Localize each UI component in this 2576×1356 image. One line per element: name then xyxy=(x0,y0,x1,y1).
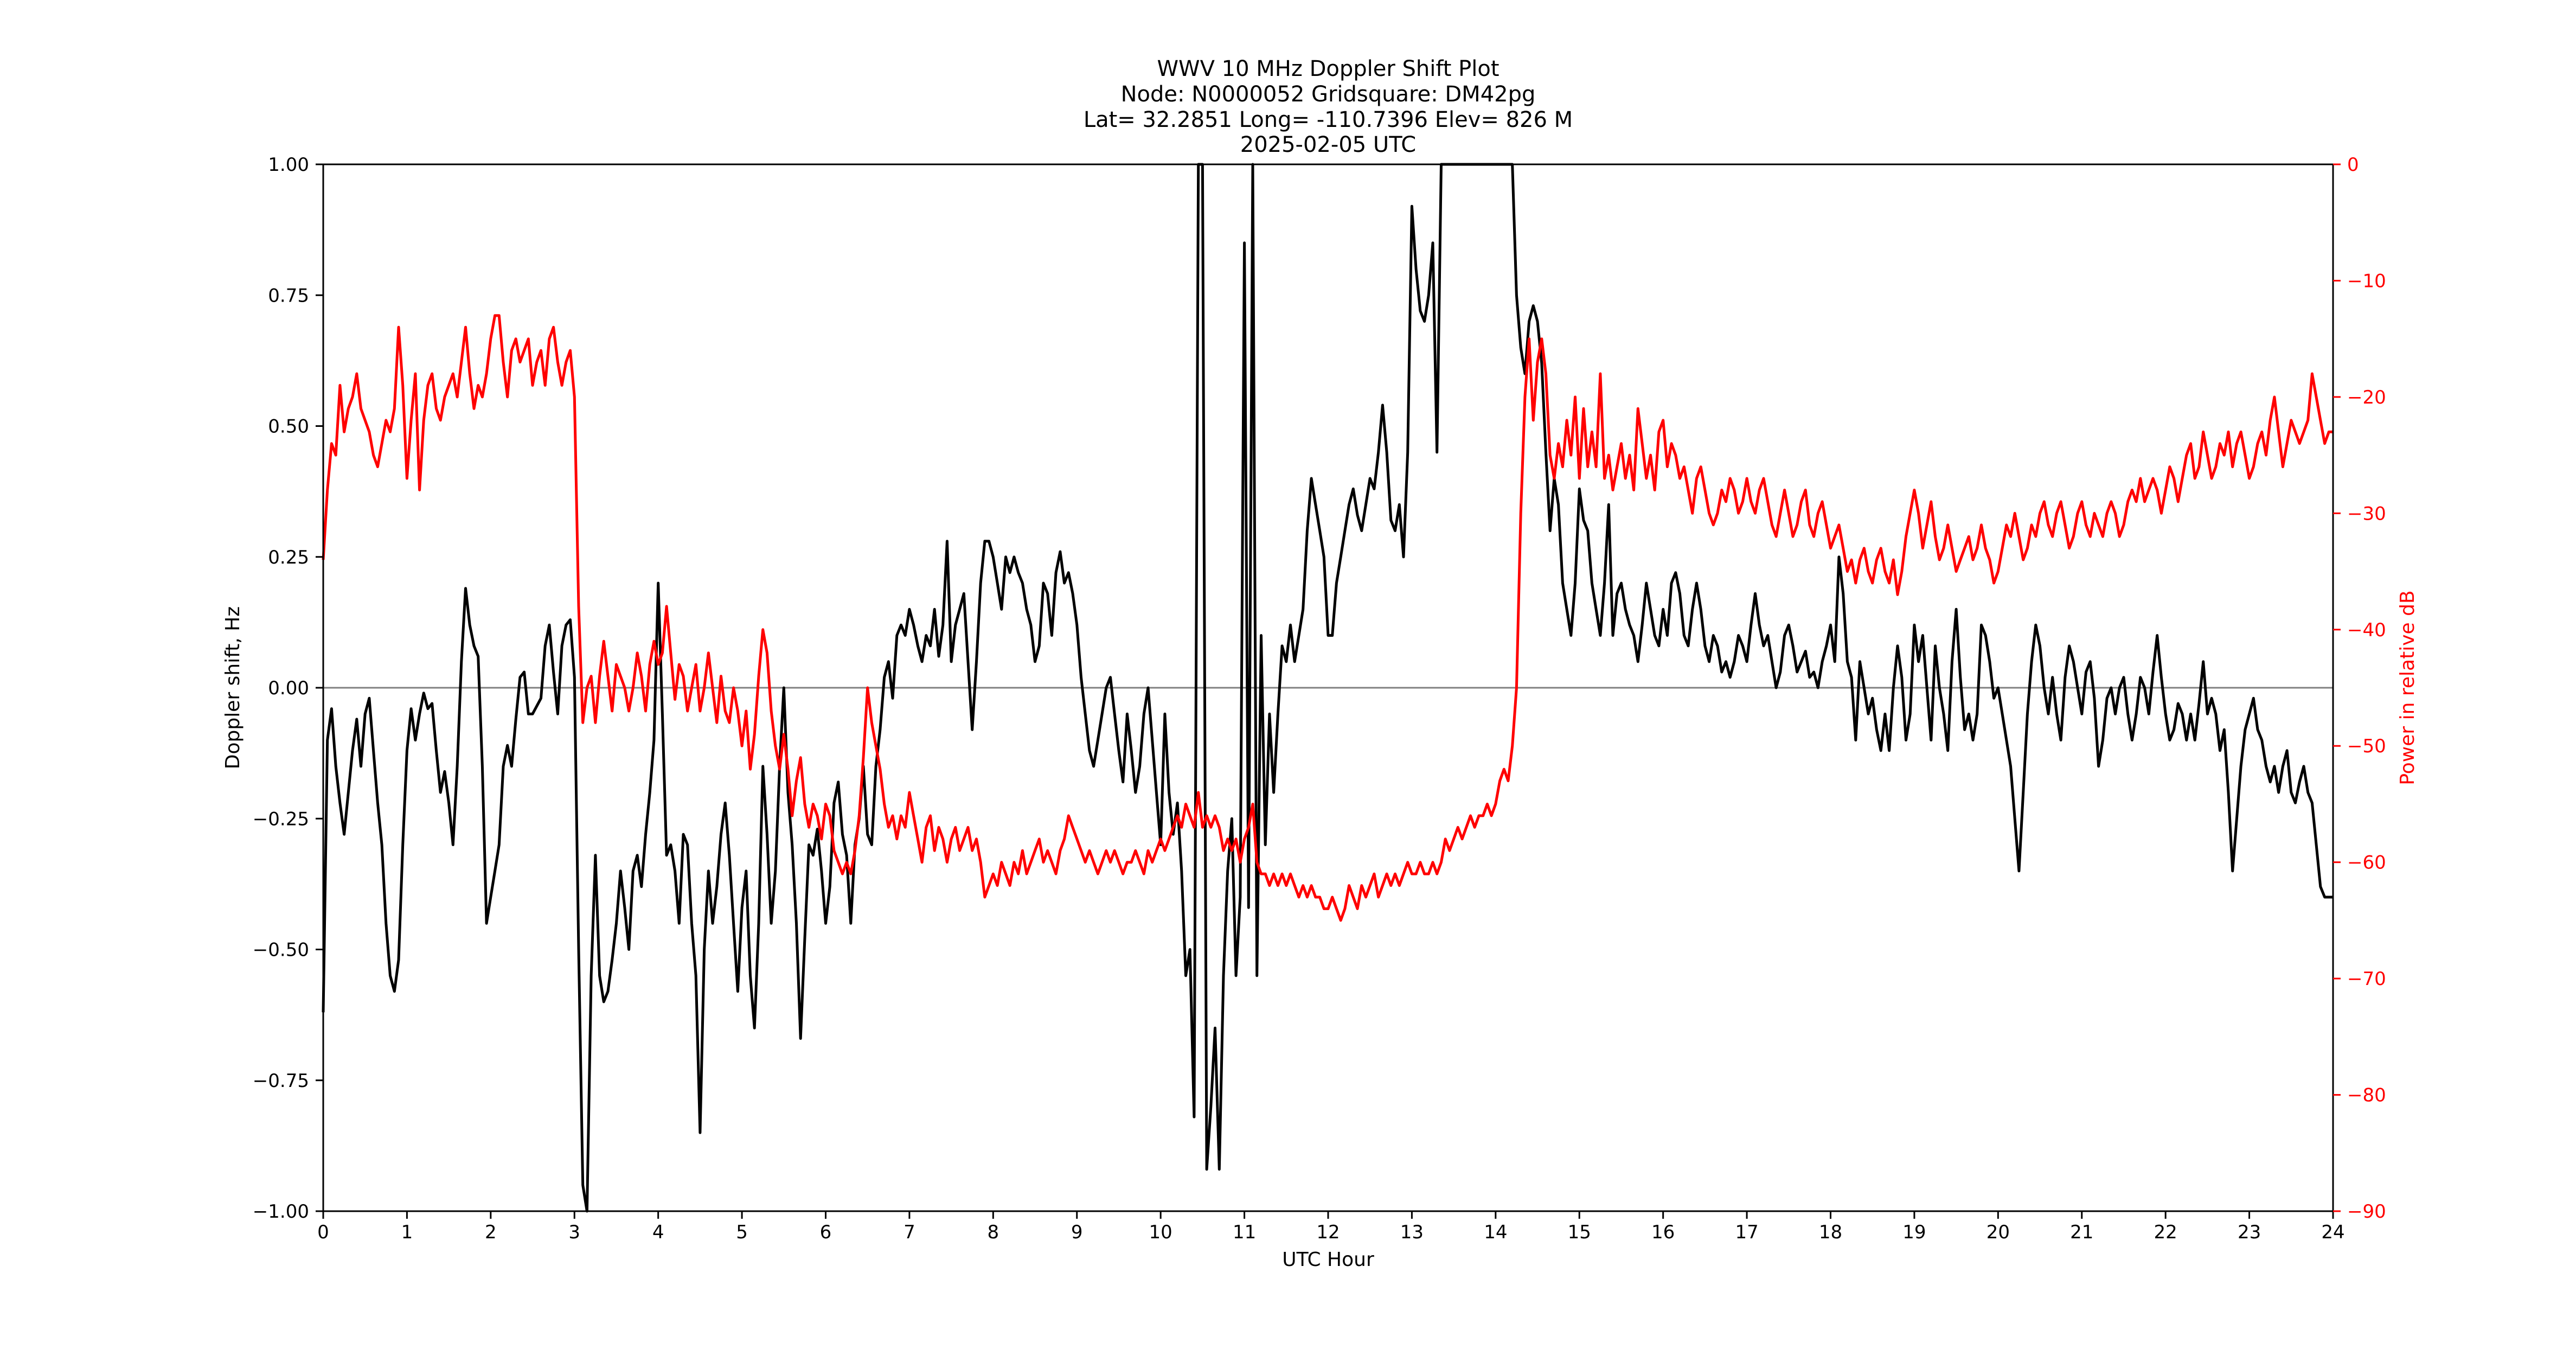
chart-title: WWV 10 MHz Doppler Shift Plot Node: N000… xyxy=(1084,56,1573,157)
chart-title-line-4: 2025-02-05 UTC xyxy=(1240,132,1416,157)
x-tick-label: 15 xyxy=(1568,1221,1591,1243)
x-tick-label: 20 xyxy=(1987,1221,2010,1243)
y-left-tick-label: −0.25 xyxy=(253,808,309,830)
y-left-axis-label: Doppler shift, Hz xyxy=(222,606,244,769)
x-tick-label: 9 xyxy=(1071,1221,1083,1243)
x-tick-label: 16 xyxy=(1651,1221,1675,1243)
x-tick-label: 23 xyxy=(2238,1221,2261,1243)
x-tick-label: 0 xyxy=(317,1221,329,1243)
x-tick-label: 12 xyxy=(1316,1221,1340,1243)
x-tick-label: 3 xyxy=(568,1221,580,1243)
y-right-tick-label: −10 xyxy=(2347,270,2386,292)
x-axis-ticks: 0 1 2 3 4 5 6 7 8 9 10 11 12 13 14 15 16 17 18 19 20 21 22 23 24 xyxy=(317,1211,2345,1243)
x-tick-label: 22 xyxy=(2154,1221,2177,1243)
y-left-tick-label: 0.25 xyxy=(268,547,309,568)
x-tick-label: 2 xyxy=(485,1221,497,1243)
x-tick-label: 7 xyxy=(903,1221,915,1243)
x-tick-label: 5 xyxy=(736,1221,748,1243)
y-left-tick-label: −1.00 xyxy=(253,1201,309,1223)
chart-title-line-2: Node: N0000052 Gridsquare: DM42pg xyxy=(1121,82,1536,107)
y-right-tick-label: −30 xyxy=(2347,503,2386,525)
y-right-tick-label: −60 xyxy=(2347,852,2386,874)
y-right-tick-label: −80 xyxy=(2347,1085,2386,1106)
x-tick-label: 6 xyxy=(820,1221,832,1243)
y-right-tick-label: −90 xyxy=(2347,1201,2386,1223)
x-tick-label: 21 xyxy=(2070,1221,2093,1243)
chart-title-line-3: Lat= 32.2851 Long= -110.7396 Elev= 826 M xyxy=(1084,107,1573,132)
y-right-tick-label: −70 xyxy=(2347,968,2386,990)
y-left-tick-label: 0.50 xyxy=(268,416,309,438)
x-tick-label: 10 xyxy=(1149,1221,1172,1243)
x-tick-label: 11 xyxy=(1233,1221,1256,1243)
x-tick-label: 8 xyxy=(988,1221,999,1243)
x-tick-label: 14 xyxy=(1484,1221,1507,1243)
y-right-tick-label: −20 xyxy=(2347,387,2386,408)
x-tick-label: 18 xyxy=(1819,1221,1842,1243)
y-left-tick-label: 0.75 xyxy=(268,285,309,306)
y-left-tick-label: 1.00 xyxy=(268,154,309,176)
y-right-tick-label: −40 xyxy=(2347,619,2386,641)
x-tick-label: 13 xyxy=(1400,1221,1424,1243)
x-axis-label: UTC Hour xyxy=(1282,1249,1374,1271)
y-left-axis-ticks: 1.00 0.75 0.50 0.25 0.00 −0.25 −0.50 −0.75 −1.00 xyxy=(253,154,323,1223)
y-right-tick-label: −50 xyxy=(2347,735,2386,757)
y-left-tick-label: −0.50 xyxy=(253,939,309,961)
doppler-shift-line xyxy=(322,163,2333,1213)
y-right-tick-label: 0 xyxy=(2347,154,2359,176)
x-tick-label: 19 xyxy=(1902,1221,1926,1243)
chart-title-line-1: WWV 10 MHz Doppler Shift Plot xyxy=(1157,56,1499,81)
power-line xyxy=(322,314,2333,922)
y-left-tick-label: 0.00 xyxy=(268,677,309,699)
x-tick-label: 24 xyxy=(2321,1221,2344,1243)
y-right-axis-label: Power in relative dB xyxy=(2396,590,2419,785)
x-tick-label: 4 xyxy=(652,1221,664,1243)
plot-area xyxy=(322,163,2333,1213)
y-left-tick-label: −0.75 xyxy=(253,1070,309,1092)
y-right-axis-ticks: 0 −10 −20 −30 −40 −50 −60 −70 −80 −90 xyxy=(2333,154,2386,1223)
x-tick-label: 17 xyxy=(1735,1221,1758,1243)
x-tick-label: 1 xyxy=(401,1221,413,1243)
